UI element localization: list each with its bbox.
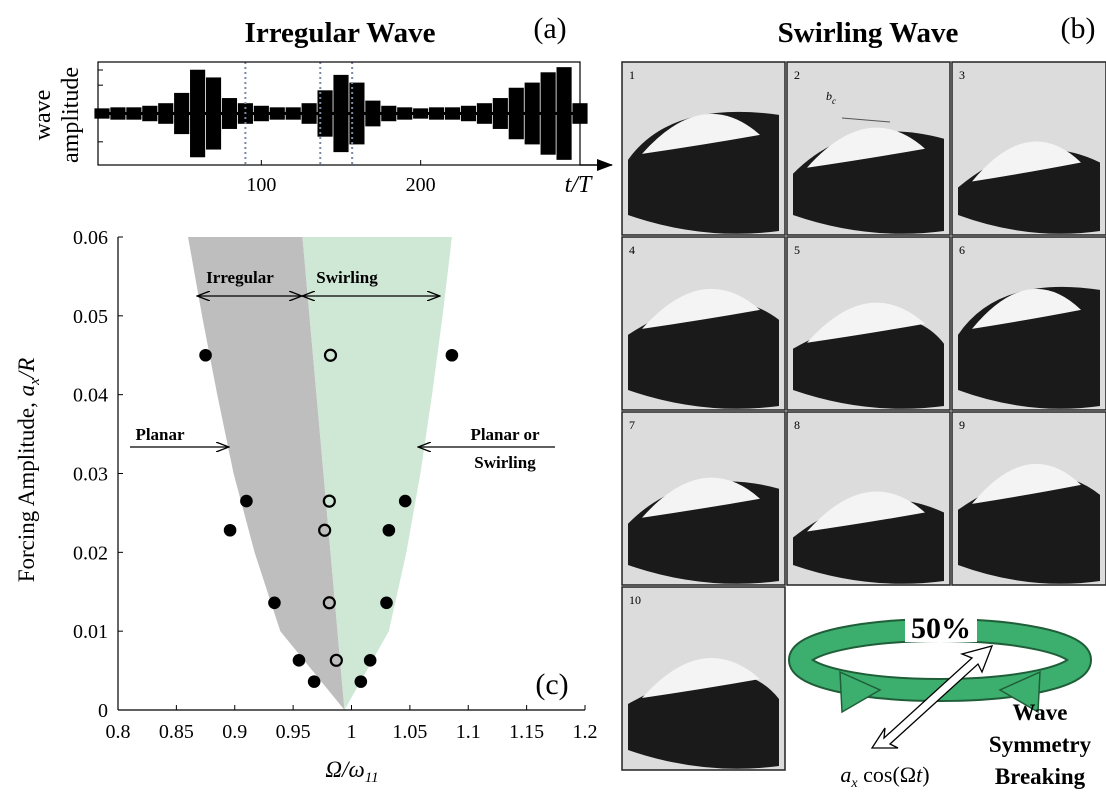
data-point	[200, 349, 212, 361]
label-part: )	[922, 762, 929, 787]
frame-number: 5	[794, 243, 800, 257]
panel-label: (a)	[533, 12, 566, 45]
x-tick-label: 0.95	[276, 721, 311, 743]
frame-number: 7	[629, 418, 635, 432]
label-part: Forcing Amplitude,	[14, 396, 39, 582]
y-tick-label: 0.02	[73, 542, 108, 564]
frame-number: 2	[794, 68, 800, 82]
x-axis-label: Ω/ω11	[325, 757, 378, 786]
frame-number: 3	[959, 68, 965, 82]
label-part: 11	[365, 770, 379, 786]
data-point	[224, 524, 236, 536]
y-tick-label: 0.03	[73, 464, 108, 486]
y-tick-label: 0.04	[73, 385, 108, 407]
symmetry-label: Wave	[1013, 700, 1068, 725]
data-point	[383, 524, 395, 536]
y-tick-label: 0.05	[73, 306, 108, 328]
page: 100 200 0.8 0.85 0.9 0.95 1 1.05 1.1 1.15 1.2 0 0.0…	[0, 0, 1106, 797]
annotation: Swirling	[474, 453, 536, 472]
y-axis-label: Forcing Amplitude, ax/R	[14, 358, 43, 583]
y-tick-label: 0.01	[73, 621, 108, 643]
data-point	[241, 495, 253, 507]
y-tick-label: 0	[98, 700, 108, 722]
photo-frame: 8	[787, 412, 950, 585]
x-tick-label: 1.15	[509, 721, 544, 743]
y-tick-label: 0.06	[73, 227, 108, 249]
label-part: /R	[14, 358, 39, 380]
data-point	[446, 349, 458, 361]
panel-b-title: Swirling Wave	[778, 17, 959, 49]
x-tick-label: 1.05	[392, 721, 427, 743]
photo-frame: 3	[952, 62, 1106, 235]
photo-frame: 9	[952, 412, 1106, 585]
note-part: c	[832, 96, 836, 106]
data-point	[364, 655, 376, 667]
label-part: Ω/ω	[325, 757, 364, 782]
x-tick-label: 0.8	[106, 721, 131, 743]
annotation: Planar	[135, 425, 185, 444]
annotation: Irregular	[206, 268, 274, 287]
data-point	[355, 676, 367, 688]
label-part: cos(Ω	[858, 762, 917, 787]
x-tick-label: 0.9	[222, 721, 247, 743]
panel-label: (b)	[1061, 12, 1096, 45]
panel-label: (c)	[535, 668, 568, 701]
annotation: Planar or	[470, 425, 540, 444]
x-tick-label: 0.85	[159, 721, 194, 743]
symmetry-label: Symmetry	[989, 732, 1092, 757]
photo-frame: 5	[787, 237, 950, 410]
photo-frame: 6	[952, 237, 1106, 410]
x-tick-label: 100	[246, 174, 276, 196]
frame-number: 9	[959, 418, 965, 432]
photo-frame: 2	[787, 62, 950, 235]
annotation: Swirling	[316, 268, 378, 287]
panel-a: 100 200	[94, 62, 612, 196]
data-point	[308, 676, 320, 688]
frame-number: 6	[959, 243, 965, 257]
photo-frame: 7	[622, 412, 785, 585]
rotation-label: 50%	[911, 612, 971, 645]
frame-number: 1	[629, 68, 635, 82]
figure: 100 200 0.8 0.85 0.9 0.95 1 1.05 1.1 1.15 1.2 0 0.0…	[0, 0, 1106, 797]
x-tick-label: 1	[347, 721, 357, 743]
panel-c: 0.8 0.85 0.9 0.95 1 1.05 1.1 1.15 1.2 0 0.01 0.02 0.…	[73, 227, 598, 743]
label-part: a	[840, 762, 851, 787]
x-tick-label: 1.1	[456, 721, 481, 743]
data-point	[269, 597, 281, 609]
frame-number: 8	[794, 418, 800, 432]
panel-a-title: Irregular Wave	[245, 17, 436, 49]
y-axis-label: amplitude	[58, 67, 84, 163]
x-tick-label: 1.2	[573, 721, 598, 743]
photo-frame: 1	[622, 62, 785, 235]
data-point	[381, 597, 393, 609]
photo-frame: 4	[622, 237, 785, 410]
data-point	[293, 655, 305, 667]
y-axis-label: wave	[30, 90, 56, 141]
symmetry-label: Breaking	[995, 764, 1086, 789]
label-part: a	[14, 385, 39, 397]
x-tick-label: 200	[406, 174, 436, 196]
x-axis-label: t/T	[565, 172, 593, 198]
frame-number: 10	[629, 593, 641, 607]
frame-number: 4	[629, 243, 635, 257]
photo-frame: 10	[622, 587, 785, 770]
data-point	[399, 495, 411, 507]
